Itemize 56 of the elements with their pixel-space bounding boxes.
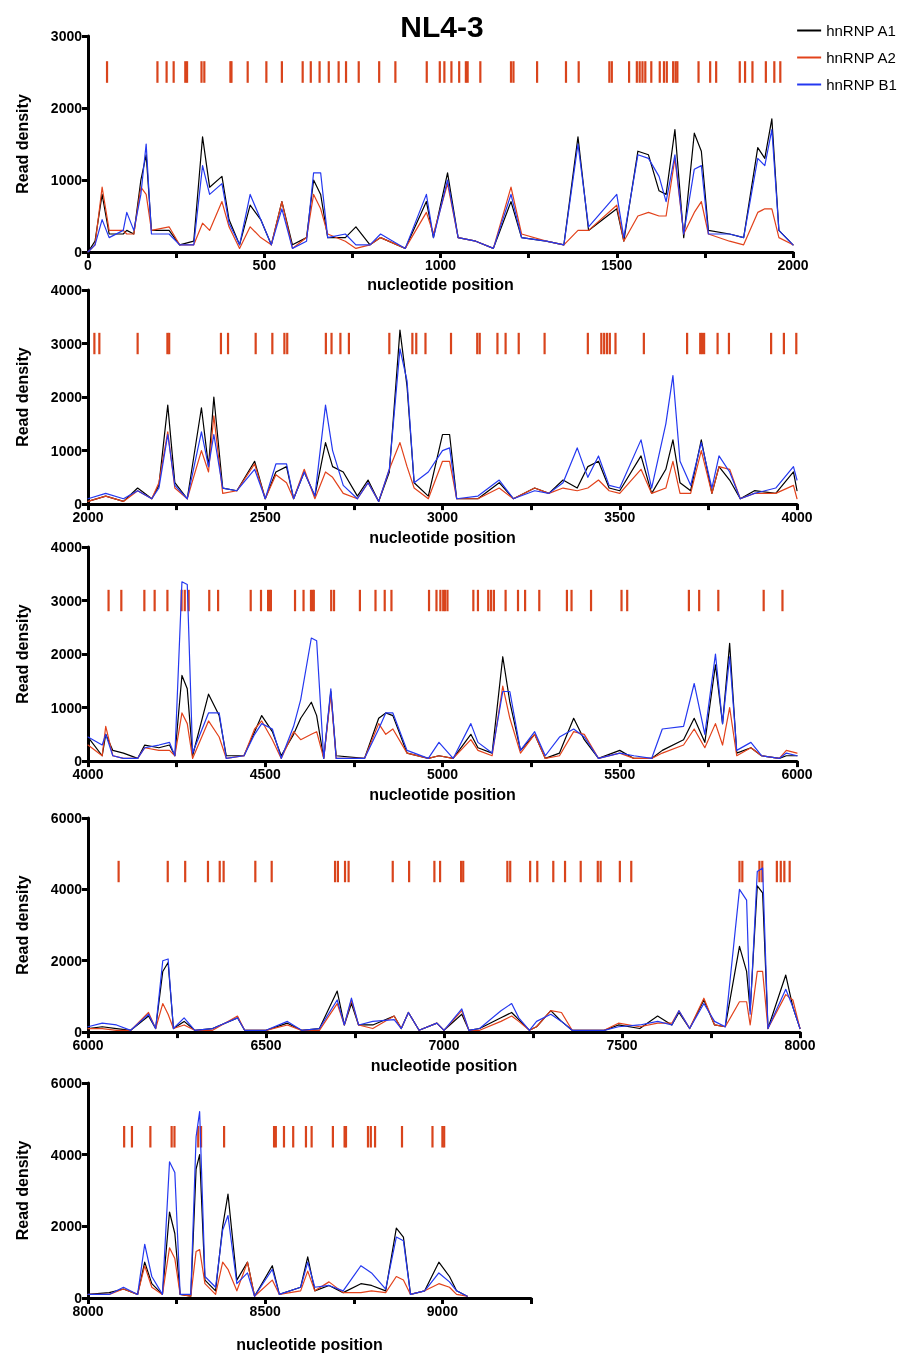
y-tick-label: 4000 <box>50 881 83 898</box>
y-tick-label: 6000 <box>50 810 83 826</box>
x-tick-label: 4000 <box>781 509 813 526</box>
y-tick-label: 4000 <box>50 1146 83 1163</box>
chart-title: NL4-3 <box>400 9 484 43</box>
y-tick-label: 2000 <box>50 1218 83 1235</box>
y-tick-label: 2000 <box>50 100 83 116</box>
x-axis-title: nucleotide position <box>369 528 516 546</box>
y-axis-title: Read density <box>13 875 31 975</box>
x-tick-label: 2000 <box>777 257 809 273</box>
y-tick-label: 1000 <box>50 699 83 716</box>
y-tick-label: 2000 <box>50 389 83 406</box>
y-tick-label: 0 <box>74 244 83 260</box>
x-tick-label: 7500 <box>606 1037 638 1054</box>
y-axis-title: Read density <box>13 604 31 704</box>
y-axis-title: Read density <box>13 94 31 194</box>
x-tick-label: 0 <box>84 257 93 273</box>
y-axis-title: Read density <box>13 347 31 447</box>
x-axis-title: nucleotide position <box>367 276 514 294</box>
x-tick-label: 500 <box>252 257 277 273</box>
x-tick-label: 8000 <box>784 1037 816 1054</box>
x-tick-label: 1000 <box>424 257 457 273</box>
y-tick-label: 3000 <box>50 335 83 352</box>
x-tick-label: 2500 <box>249 509 282 526</box>
x-tick-label: 7000 <box>428 1037 460 1054</box>
y-tick-label: 0 <box>74 1024 83 1041</box>
y-tick-label: 2000 <box>50 646 83 663</box>
y-tick-label: 4000 <box>50 539 83 555</box>
y-tick-label: 3000 <box>50 28 83 44</box>
x-tick-label: 8000 <box>72 1303 104 1319</box>
legend-label: hnRNP A2 <box>826 49 896 66</box>
x-tick-label: 5000 <box>426 766 459 783</box>
y-tick-label: 2000 <box>50 952 83 969</box>
x-tick-label: 3500 <box>604 509 636 526</box>
y-axis-title: Read density <box>13 1140 31 1241</box>
y-tick-label: 3000 <box>50 592 83 609</box>
x-axis-title: nucleotide position <box>369 785 516 803</box>
x-tick-label: 4500 <box>249 766 282 783</box>
x-axis-title: nucleotide position <box>370 1056 518 1074</box>
y-tick-label: 0 <box>74 753 83 770</box>
x-axis-title: nucleotide position <box>236 1335 383 1353</box>
legend-label: hnRNP B1 <box>826 76 897 93</box>
y-tick-label: 6000 <box>50 1075 83 1091</box>
x-tick-label: 6500 <box>250 1037 282 1054</box>
x-tick-label: 5500 <box>604 766 636 783</box>
x-tick-label: 1500 <box>601 257 633 273</box>
x-tick-label: 8500 <box>249 1303 281 1319</box>
y-tick-label: 0 <box>74 496 83 513</box>
legend-label: hnRNP A1 <box>826 22 896 39</box>
x-tick-label: 3000 <box>426 509 459 526</box>
y-tick-label: 0 <box>74 1290 83 1306</box>
x-tick-label: 6000 <box>781 766 813 783</box>
x-tick-label: 9000 <box>426 1303 459 1319</box>
y-tick-label: 1000 <box>50 442 83 459</box>
y-tick-label: 4000 <box>50 282 83 298</box>
y-tick-label: 1000 <box>50 172 83 188</box>
